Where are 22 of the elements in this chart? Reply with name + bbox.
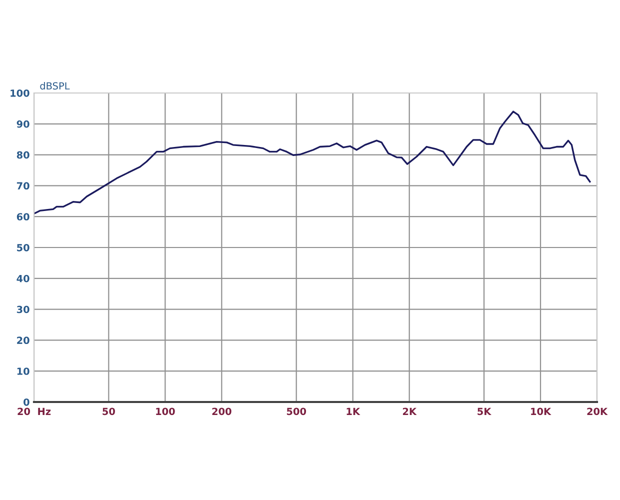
x-tick-label: 20 Hz <box>18 408 51 416</box>
x-tick-label: 20K <box>587 408 608 416</box>
y-axis-title: dBSPL <box>40 82 70 90</box>
x-tick-label: 500 <box>286 408 306 416</box>
y-tick-label: 0 <box>24 398 30 406</box>
y-tick-label: 60 <box>16 213 30 220</box>
y-tick-label: 10 <box>17 368 30 375</box>
x-tick-label: 5K <box>478 408 492 416</box>
x-tick-label: 2K <box>402 408 417 415</box>
y-tick-label: 50 <box>17 244 30 252</box>
x-tick-label: 100 <box>156 408 175 416</box>
y-tick-label: 20 <box>17 336 30 344</box>
y-tick-label: 100 <box>10 89 30 97</box>
y-tick-label: 90 <box>16 120 30 128</box>
y-tick-label: 40 <box>16 274 30 282</box>
y-tick-label: 80 <box>16 151 30 159</box>
y-tick-label: 70 <box>16 182 30 190</box>
y-tick-label: 30 <box>16 306 30 314</box>
x-tick-label: 200 <box>212 408 232 416</box>
x-tick-label: 10K <box>531 408 552 416</box>
x-tick-label: 1K <box>346 408 360 415</box>
x-tick-label: 50 <box>102 408 115 416</box>
